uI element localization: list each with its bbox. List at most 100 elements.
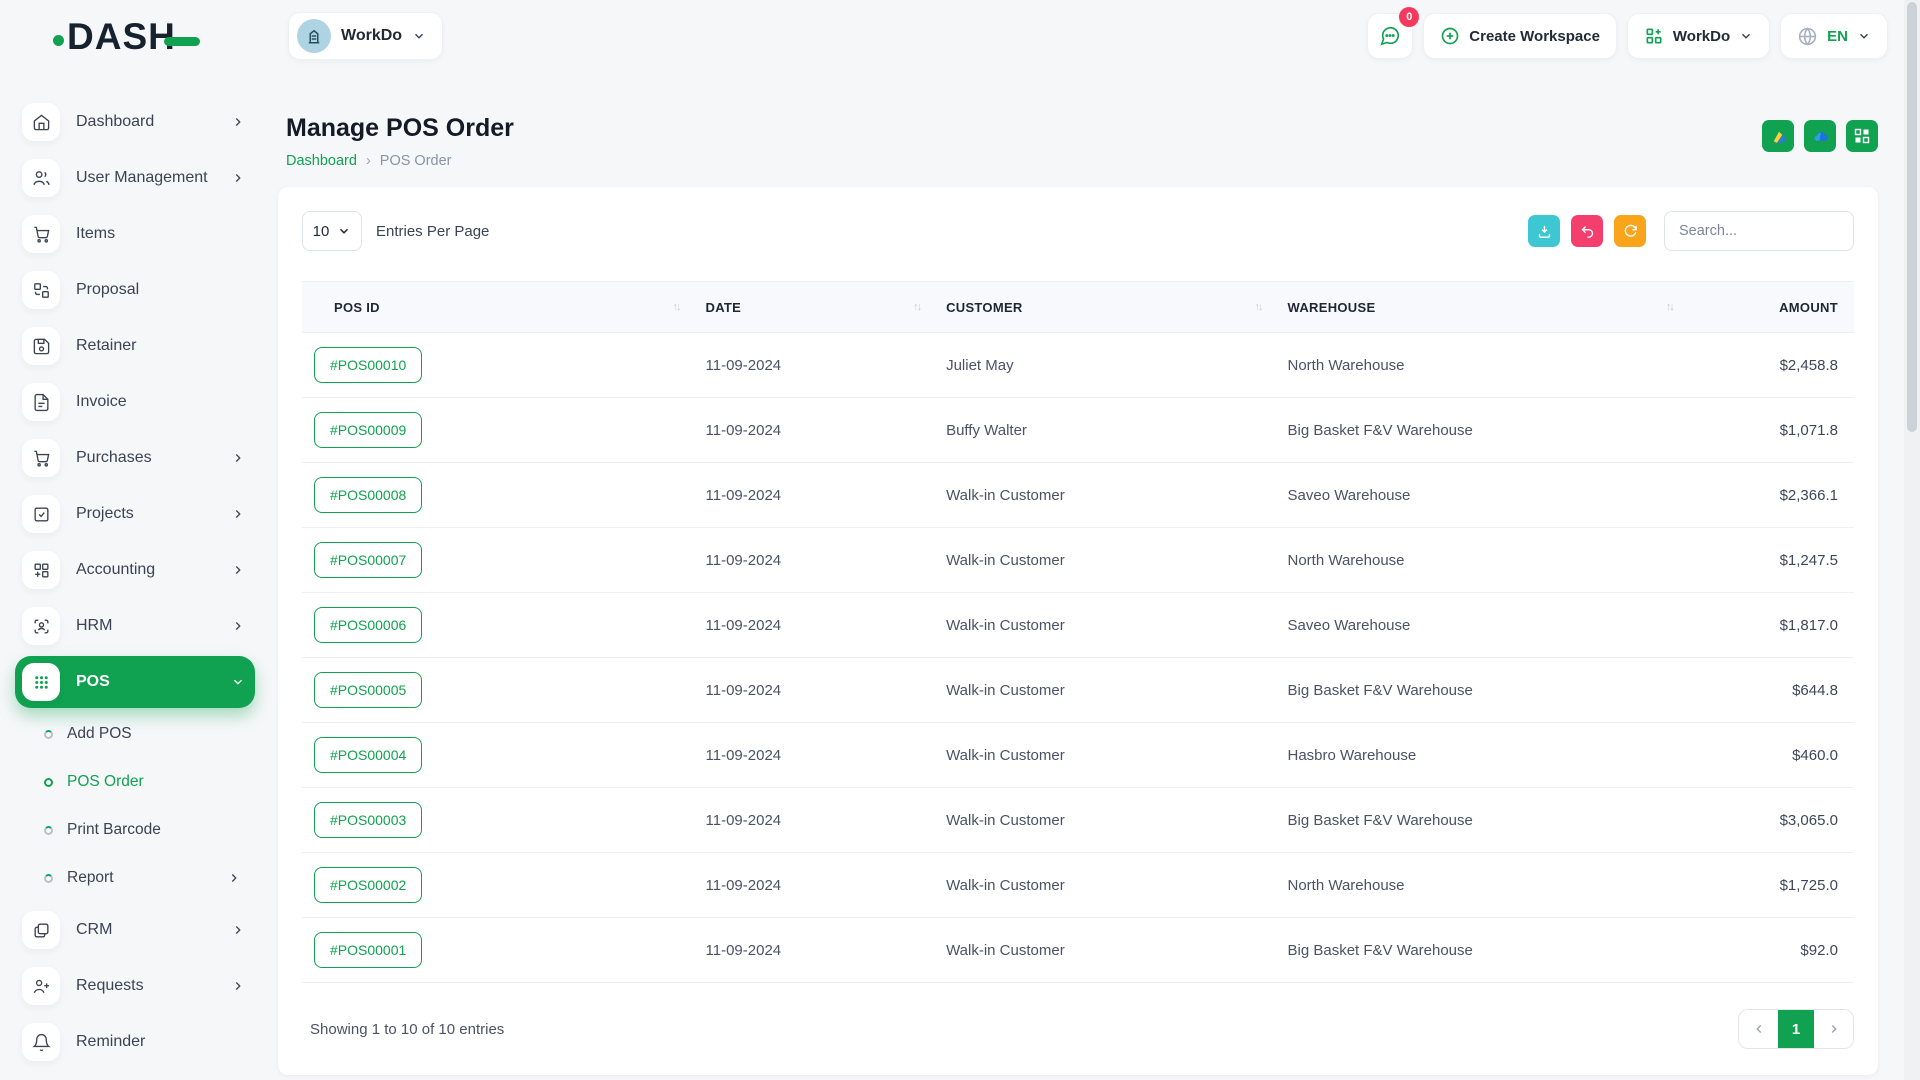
- sort-icon[interactable]: ↑↓: [913, 301, 946, 313]
- sidebar-item-hrm[interactable]: HRM: [15, 598, 255, 654]
- page-heading: Manage POS Order Dashboard › POS Order: [278, 114, 514, 169]
- sort-icon[interactable]: ↑↓: [1255, 301, 1288, 313]
- column-header-customer[interactable]: CUSTOMER↑↓: [946, 300, 1287, 315]
- sidebar-subitem-pos-order[interactable]: POS Order: [15, 758, 255, 806]
- sort-icon[interactable]: ↑↓: [673, 301, 706, 313]
- undo-button[interactable]: [1571, 215, 1603, 247]
- table-footer: Showing 1 to 10 of 10 entries 1: [302, 1009, 1854, 1049]
- undo-icon: [1580, 224, 1595, 239]
- pos-id-badge[interactable]: #POS00009: [314, 412, 422, 448]
- sidebar-item-label: Accounting: [76, 561, 215, 579]
- column-header-warehouse[interactable]: WAREHOUSE↑↓: [1288, 300, 1699, 315]
- chevron-right-icon: [231, 979, 245, 993]
- scrollbar: [1904, 0, 1920, 1080]
- cell-amount: $1,817.0: [1699, 617, 1854, 634]
- main-content: Manage POS Order Dashboard › POS Order 1…: [278, 100, 1878, 1075]
- pos-id-badge[interactable]: #POS00002: [314, 867, 422, 903]
- cell-customer: Walk-in Customer: [946, 682, 1287, 699]
- cell-date: 11-09-2024: [706, 942, 947, 959]
- sidebar-item-items[interactable]: Items: [15, 206, 255, 262]
- sidebar-item-purchases[interactable]: Purchases: [15, 430, 255, 486]
- app-logo[interactable]: DASH: [67, 18, 288, 55]
- cell-amount: $2,366.1: [1699, 487, 1854, 504]
- chevron-down-icon: [1857, 29, 1871, 43]
- bullet-icon: [44, 874, 53, 883]
- sidebar-item-reminder[interactable]: Reminder: [15, 1014, 255, 1070]
- pagination-page-1[interactable]: 1: [1778, 1010, 1814, 1048]
- pos-id-badge[interactable]: #POS00005: [314, 672, 422, 708]
- pos-id-badge[interactable]: #POS00007: [314, 542, 422, 578]
- language-dropdown[interactable]: EN: [1780, 13, 1888, 59]
- sort-icon[interactable]: ↑↓: [1666, 301, 1699, 313]
- google-drive-button[interactable]: [1762, 120, 1794, 152]
- overlap-squares-icon: [22, 911, 60, 949]
- sidebar-item-label: Items: [76, 225, 245, 243]
- pos-id-badge[interactable]: #POS00006: [314, 607, 422, 643]
- sidebar-item-retainer[interactable]: Retainer: [15, 318, 255, 374]
- integration-buttons: [1762, 120, 1878, 152]
- messages-badge: 0: [1399, 7, 1419, 27]
- export-button[interactable]: [1528, 215, 1560, 247]
- sidebar-item-pos[interactable]: POS: [15, 656, 255, 708]
- table-row: #POS00001 11-09-2024 Walk-in Customer Bi…: [302, 918, 1854, 983]
- workspace-selector[interactable]: WorkDo: [288, 12, 443, 60]
- chevron-right-icon: [231, 923, 245, 937]
- bullet-icon: [44, 778, 53, 787]
- sidebar-item-projects[interactable]: Projects: [15, 486, 255, 542]
- onedrive-button[interactable]: [1804, 120, 1836, 152]
- chat-bubble-icon: [1379, 25, 1401, 47]
- sidebar-item-proposal[interactable]: Proposal: [15, 262, 255, 318]
- cell-date: 11-09-2024: [706, 487, 947, 504]
- logo-text: DASH: [67, 18, 176, 55]
- cell-date: 11-09-2024: [706, 552, 947, 569]
- sidebar-item-label: Requests: [76, 977, 215, 995]
- chevron-down-icon: [337, 224, 351, 238]
- sidebar-subitem-report[interactable]: Report: [15, 854, 255, 902]
- person-focus-icon: [22, 607, 60, 645]
- cell-customer: Walk-in Customer: [946, 812, 1287, 829]
- sidebar-item-requests[interactable]: Requests: [15, 958, 255, 1014]
- sidebar-item-invoice[interactable]: Invoice: [15, 374, 255, 430]
- building-icon: [305, 27, 323, 45]
- app-switcher-dropdown[interactable]: WorkDo: [1627, 13, 1770, 59]
- grid-view-button[interactable]: [1846, 120, 1878, 152]
- sidebar-item-crm[interactable]: CRM: [15, 902, 255, 958]
- cell-warehouse: Big Basket F&V Warehouse: [1288, 812, 1699, 829]
- pagination-next-button[interactable]: [1814, 1010, 1853, 1048]
- cell-warehouse: Saveo Warehouse: [1288, 617, 1699, 634]
- cell-date: 11-09-2024: [706, 682, 947, 699]
- pos-id-badge[interactable]: #POS00004: [314, 737, 422, 773]
- pagination-prev-button[interactable]: [1739, 1010, 1778, 1048]
- refresh-button[interactable]: [1614, 215, 1646, 247]
- sidebar-item-user-management[interactable]: User Management: [15, 150, 255, 206]
- pos-id-badge[interactable]: #POS00003: [314, 802, 422, 838]
- sidebar-item-label: HRM: [76, 617, 215, 635]
- scrollbar-thumb[interactable]: [1907, 2, 1917, 432]
- search-input[interactable]: [1664, 211, 1854, 251]
- sidebar: Dashboard User Management Items Proposal…: [15, 94, 255, 1070]
- create-workspace-button[interactable]: Create Workspace: [1423, 13, 1617, 59]
- sidebar-subitem-add-pos[interactable]: Add POS: [15, 710, 255, 758]
- chevron-right-icon: [231, 115, 245, 129]
- pos-id-badge[interactable]: #POS00001: [314, 932, 422, 968]
- sidebar-item-dashboard[interactable]: Dashboard: [15, 94, 255, 150]
- breadcrumb: Dashboard › POS Order: [286, 153, 514, 169]
- column-header-pos-id[interactable]: POS ID↑↓: [302, 300, 706, 315]
- cell-warehouse: Big Basket F&V Warehouse: [1288, 682, 1699, 699]
- home-icon: [22, 103, 60, 141]
- breadcrumb-dashboard-link[interactable]: Dashboard: [286, 153, 357, 169]
- messages-button[interactable]: 0: [1367, 13, 1413, 59]
- cell-customer: Walk-in Customer: [946, 487, 1287, 504]
- download-icon: [1537, 224, 1552, 239]
- column-header-amount[interactable]: AMOUNT: [1699, 300, 1854, 315]
- pos-id-badge[interactable]: #POS00010: [314, 347, 422, 383]
- entries-per-page-select[interactable]: 10: [302, 211, 362, 251]
- pos-id-badge[interactable]: #POS00008: [314, 477, 422, 513]
- sidebar-item-label: Proposal: [76, 281, 245, 299]
- page-title: Manage POS Order: [286, 114, 514, 143]
- sidebar-subitem-print-barcode[interactable]: Print Barcode: [15, 806, 255, 854]
- sidebar-item-accounting[interactable]: Accounting: [15, 542, 255, 598]
- cell-customer: Walk-in Customer: [946, 877, 1287, 894]
- column-header-date[interactable]: DATE↑↓: [706, 300, 947, 315]
- bullet-icon: [44, 826, 53, 835]
